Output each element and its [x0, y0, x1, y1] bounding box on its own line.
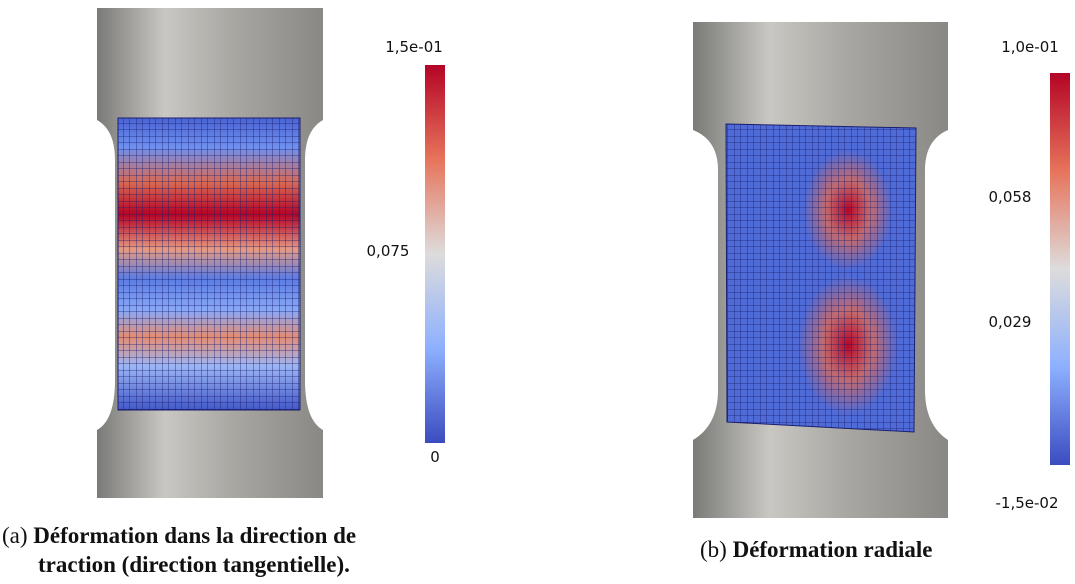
colorbar [425, 65, 445, 443]
colorbar-label: -1,5e-02 [996, 494, 1059, 512]
colorbar-label: 1,0e-01 [1001, 38, 1059, 56]
caption: (b) Déformation radiale [700, 537, 933, 562]
colorbar-label: 0,029 [989, 313, 1032, 331]
colorbar-label: 1,5e-01 [385, 38, 443, 56]
colorbar-label: 0 [430, 448, 440, 466]
caption: (a) Déformation dans la direction de [2, 523, 356, 548]
mesh [117, 117, 301, 411]
caption: traction (direction tangentielle). [38, 552, 350, 577]
colorbar [1050, 73, 1070, 465]
mesh [725, 123, 917, 433]
colorbar-label: 0,075 [367, 242, 410, 260]
colorbar-label: 0,058 [989, 188, 1032, 206]
